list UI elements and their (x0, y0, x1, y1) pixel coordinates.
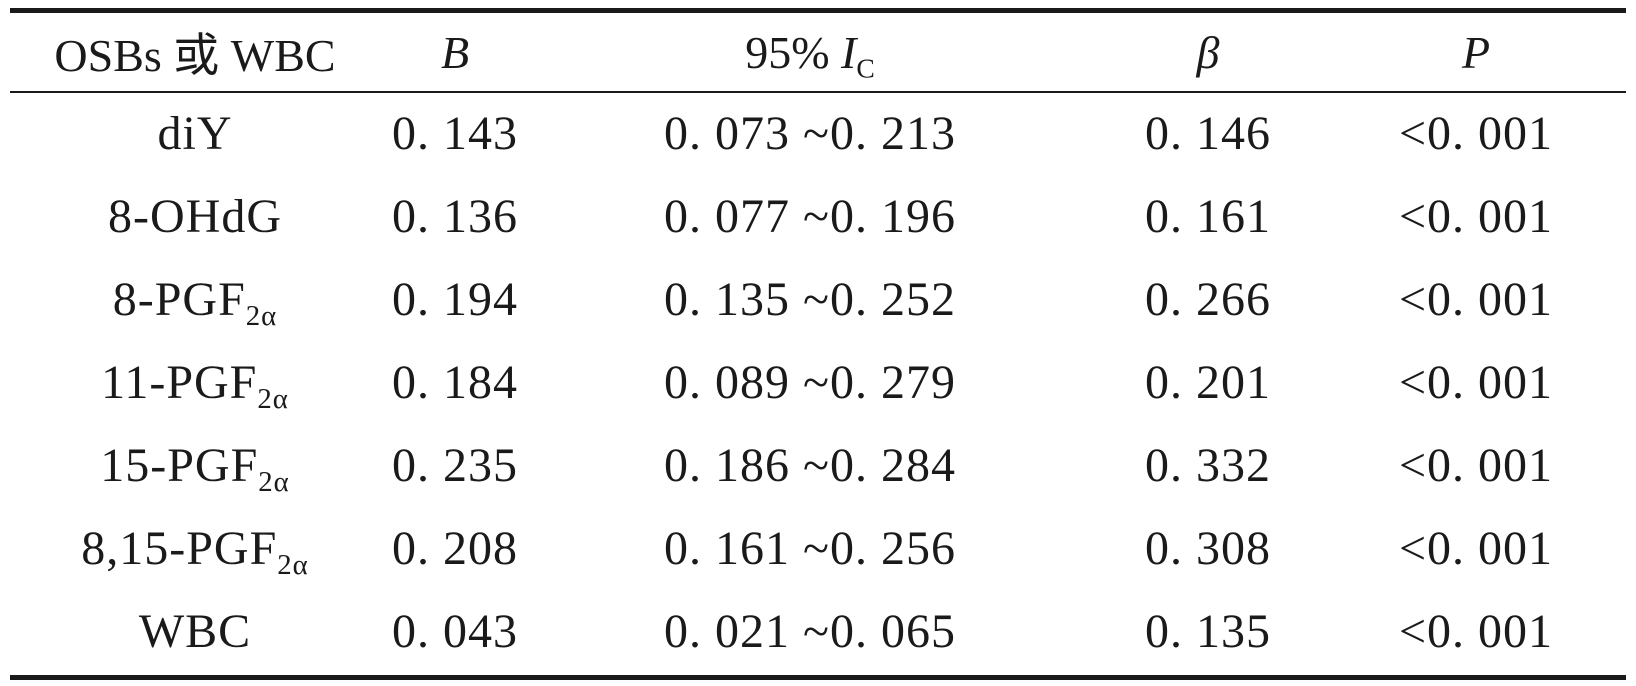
header-p: P (1461, 26, 1491, 78)
cell-95-ci: 0. 135 ~0. 252 (664, 273, 956, 326)
cell-b: 0. 143 (392, 106, 518, 160)
marker-name-subscript: 2α (277, 549, 309, 582)
cell-p: <0. 001 (1398, 106, 1554, 160)
cell-95-ci: 0. 089 ~0. 279 (664, 356, 956, 409)
cell-p: <0. 001 (1398, 273, 1554, 326)
cell-beta: 0. 146 (1145, 106, 1271, 160)
cell-95-ci: 0. 021 ~0. 065 (664, 605, 956, 658)
regression-table: OSBs 或 WBC B 95% IC β P diY 0. 143 0. 073 … (10, 8, 1626, 680)
marker-name-subscript: 2α (258, 466, 290, 499)
cell-marker-name: WBC (10, 590, 380, 673)
marker-name-text: 8,15-PGF (81, 522, 278, 575)
table-header-rule (10, 91, 1626, 93)
cell-b: 0. 208 (392, 522, 518, 575)
marker-name-text: 11-PGF (101, 356, 258, 409)
cell-beta: 0. 308 (1145, 522, 1271, 575)
cell-p: <0. 001 (1398, 190, 1554, 243)
header-row: OSBs 或 WBC B 95% IC β P (10, 13, 1626, 91)
table-row: 11-PGF2α 0. 184 0. 089 ~0. 279 0. 201 <0. 00… (10, 341, 1626, 424)
table-bottom-rule (10, 675, 1626, 680)
table-row: 8-PGF2α 0. 194 0. 135 ~0. 252 0. 266 <0. 001 (10, 258, 1626, 341)
cell-b: 0. 235 (392, 439, 518, 492)
results-table: OSBs 或 WBC B 95% IC β P diY 0. 143 0. 073 … (10, 13, 1626, 673)
header-ci-percent: 95% (745, 26, 830, 78)
marker-name-text: diY (157, 106, 233, 160)
cell-95-ci: 0. 077 ~0. 196 (664, 190, 956, 243)
marker-name-text: 8-OHdG (108, 190, 282, 243)
cell-p: <0. 001 (1398, 356, 1554, 409)
cell-b: 0. 194 (392, 273, 518, 326)
header-ci-i: I (841, 26, 857, 78)
cell-beta: 0. 161 (1145, 190, 1271, 243)
table-row: 8,15-PGF2α 0. 208 0. 161 ~0. 256 0. 308 <0. … (10, 507, 1626, 590)
cell-p: <0. 001 (1398, 439, 1554, 492)
table-row: diY 0. 143 0. 073 ~0. 213 0. 146 <0. 001 (10, 91, 1626, 175)
cell-p: <0. 001 (1398, 605, 1554, 658)
cell-beta: 0. 201 (1145, 356, 1271, 409)
cell-95-ci: 0. 161 ~0. 256 (664, 522, 956, 575)
header-osbs-or-wbc: OSBs 或 WBC (54, 30, 336, 81)
cell-p: <0. 001 (1398, 522, 1554, 575)
cell-marker-name: 8-PGF2α (10, 258, 380, 341)
header-beta: β (1196, 26, 1220, 78)
header-ci-sub: C (856, 52, 875, 84)
header-95-ci: 95% IC (530, 13, 1090, 91)
marker-name-text: WBC (138, 605, 252, 658)
marker-name-text: 15-PGF (100, 439, 259, 492)
cell-beta: 0. 266 (1145, 273, 1271, 326)
table-top-rule (10, 8, 1626, 13)
cell-beta: 0. 332 (1145, 439, 1271, 492)
cell-marker-name: 15-PGF2α (10, 424, 380, 507)
table-row: 8-OHdG 0. 136 0. 077 ~0. 196 0. 161 <0. 001 (10, 175, 1626, 258)
cell-b: 0. 043 (392, 605, 518, 658)
header-b: B (440, 26, 470, 78)
cell-marker-name: 8,15-PGF2α (10, 507, 380, 590)
cell-b: 0. 184 (392, 356, 518, 409)
cell-95-ci: 0. 073 ~0. 213 (664, 106, 956, 160)
marker-name-text: 8-PGF (112, 273, 246, 326)
cell-beta: 0. 135 (1145, 605, 1271, 658)
cell-marker-name: 8-OHdG (10, 175, 380, 258)
cell-b: 0. 136 (392, 190, 518, 243)
marker-name-subscript: 2α (257, 383, 289, 416)
cell-95-ci: 0. 186 ~0. 284 (664, 439, 956, 492)
table-row: WBC 0. 043 0. 021 ~0. 065 0. 135 <0. 001 (10, 590, 1626, 673)
table-row: 15-PGF2α 0. 235 0. 186 ~0. 284 0. 332 <0. 00… (10, 424, 1626, 507)
marker-name-subscript: 2α (245, 300, 278, 333)
cell-marker-name: 11-PGF2α (10, 341, 380, 424)
cell-marker-name: diY (10, 91, 380, 175)
